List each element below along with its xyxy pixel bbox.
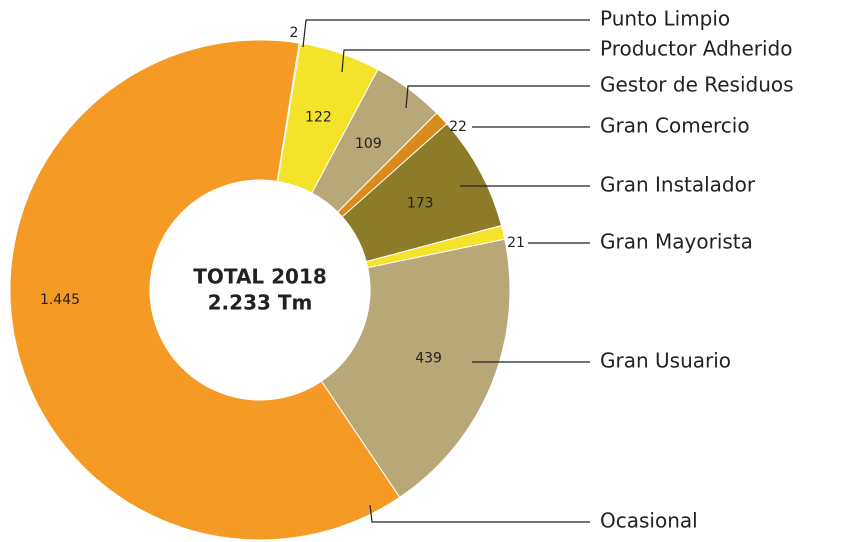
legend-label: Gran Instalador bbox=[600, 173, 756, 197]
value-label: 173 bbox=[407, 196, 434, 212]
value-label: 122 bbox=[305, 110, 332, 126]
leader-line bbox=[302, 19, 590, 48]
leader-line bbox=[341, 49, 590, 73]
legend-label: Gran Usuario bbox=[600, 349, 731, 373]
legend-label: Gran Mayorista bbox=[600, 230, 753, 254]
legend-label: Productor Adherido bbox=[600, 37, 792, 61]
value-label: 1.445 bbox=[40, 292, 80, 308]
slices bbox=[9, 39, 511, 541]
center-text: TOTAL 2018 bbox=[193, 265, 327, 289]
legend-label: Gran Comercio bbox=[600, 114, 750, 138]
leader-line bbox=[369, 504, 590, 523]
legend-label: Ocasional bbox=[600, 509, 698, 533]
value-label: 21 bbox=[507, 235, 525, 251]
leader-line bbox=[405, 85, 590, 109]
legend-label: Punto Limpio bbox=[600, 7, 730, 31]
center-text: 2.233 Tm bbox=[208, 291, 313, 315]
donut-hole bbox=[150, 180, 370, 400]
value-label: 22 bbox=[449, 119, 467, 135]
value-label: 2 bbox=[290, 25, 299, 41]
value-label: 439 bbox=[415, 351, 442, 367]
legend-label: Gestor de Residuos bbox=[600, 73, 794, 97]
value-label: 109 bbox=[355, 136, 382, 152]
